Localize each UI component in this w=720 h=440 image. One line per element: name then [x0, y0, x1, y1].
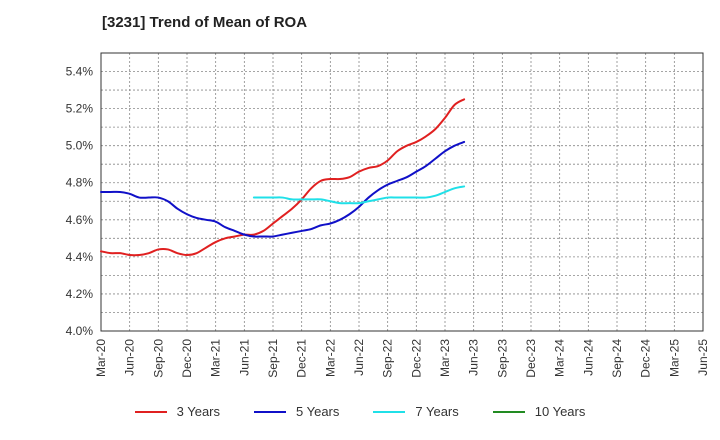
series-line-3-years — [100, 98, 466, 257]
x-tick-label: Mar-21 — [209, 339, 223, 377]
y-tick-label: 4.0% — [66, 324, 94, 338]
legend-item-3-years: 3 Years — [134, 404, 220, 419]
x-tick-label: Jun-21 — [237, 339, 251, 376]
x-tick-label: Mar-20 — [94, 339, 108, 377]
x-tick-label: Sep-21 — [266, 339, 280, 378]
legend-swatch — [134, 410, 167, 413]
x-tick-label: Mar-22 — [323, 339, 337, 377]
x-tick-label: Sep-24 — [610, 339, 624, 378]
legend-swatch — [254, 410, 286, 413]
y-tick-label: 4.8% — [66, 176, 94, 190]
series-line-7-years — [252, 185, 466, 205]
legend-label: 7 Years — [415, 404, 459, 419]
y-tick-label: 4.6% — [66, 213, 94, 227]
x-tick-label: Dec-22 — [409, 339, 423, 378]
x-tick-label: Jun-23 — [467, 339, 481, 376]
x-tick-label: Mar-23 — [438, 339, 452, 377]
legend-item-7-years: 7 Years — [373, 404, 459, 419]
x-tick-label: Dec-21 — [295, 339, 309, 378]
x-tick-label: Sep-20 — [151, 339, 165, 378]
x-tick-label: Mar-24 — [553, 339, 567, 377]
x-tick-label: Jun-24 — [581, 339, 595, 376]
legend-swatch — [373, 410, 406, 413]
x-tick-label: Dec-24 — [639, 339, 653, 378]
x-tick-label: Dec-23 — [524, 339, 538, 378]
legend-label: 10 Years — [534, 404, 586, 419]
y-tick-label: 4.4% — [66, 250, 94, 264]
x-tick-label: Sep-23 — [495, 339, 509, 378]
y-tick-label: 4.2% — [66, 287, 94, 301]
chart-legend: 3 Years 5 Years 7 Years 10 Years — [0, 404, 720, 419]
legend-label: 5 Years — [296, 404, 340, 419]
y-tick-label: 5.2% — [66, 102, 94, 116]
x-tick-label: Jun-25 — [696, 339, 710, 376]
y-tick-label: 5.0% — [66, 139, 94, 153]
series-line-5-years — [100, 140, 466, 238]
y-tick-label: 5.4% — [66, 65, 94, 79]
x-tick-label: Sep-22 — [381, 339, 395, 378]
legend-item-5-years: 5 Years — [254, 404, 339, 419]
legend-swatch — [492, 410, 525, 413]
legend-item-10-years: 10 Years — [492, 404, 586, 419]
x-tick-label: Jun-22 — [352, 339, 366, 376]
x-tick-label: Mar-25 — [667, 339, 681, 377]
x-tick-label: Dec-20 — [180, 339, 194, 378]
x-tick-label: Jun-20 — [123, 339, 137, 376]
chart-title: [3231] Trend of Mean of ROA — [102, 14, 308, 31]
plot-background — [101, 53, 703, 331]
legend-label: 3 Years — [176, 404, 220, 419]
